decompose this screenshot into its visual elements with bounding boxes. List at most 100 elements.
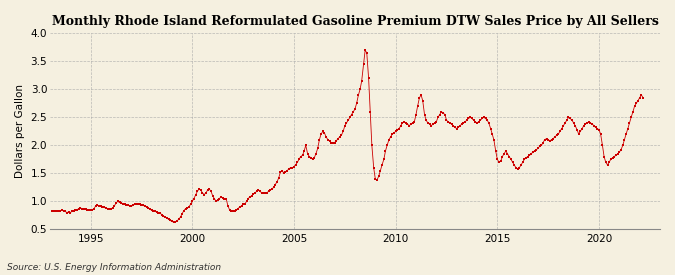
Point	[216, 195, 227, 199]
Point	[350, 107, 360, 111]
Point	[541, 136, 552, 141]
Point	[290, 163, 301, 167]
Point	[380, 149, 391, 153]
Point	[143, 206, 154, 210]
Point	[466, 116, 477, 121]
Point	[63, 210, 74, 214]
Point	[602, 163, 613, 167]
Point	[455, 123, 466, 128]
Point	[230, 209, 240, 213]
Point	[375, 168, 386, 173]
Point	[240, 202, 250, 206]
Point	[638, 95, 649, 100]
Point	[272, 180, 283, 184]
Point	[280, 170, 291, 174]
Point	[605, 157, 616, 161]
Point	[51, 209, 62, 214]
Point	[348, 109, 358, 114]
Title: Monthly Rhode Island Reformulated Gasoline Premium DTW Sales Price by All Seller: Monthly Rhode Island Reformulated Gasoli…	[51, 15, 658, 28]
Point	[244, 195, 255, 199]
Point	[634, 95, 645, 100]
Point	[583, 120, 594, 124]
Point	[275, 170, 286, 174]
Point	[585, 121, 596, 125]
Point	[439, 112, 450, 117]
Point	[616, 148, 626, 152]
Point	[70, 208, 81, 213]
Point	[211, 199, 221, 204]
Point	[446, 122, 457, 126]
Point	[524, 153, 535, 158]
Point	[377, 163, 387, 167]
Point	[196, 188, 207, 192]
Point	[452, 126, 462, 131]
Point	[53, 209, 64, 214]
Point	[157, 213, 167, 217]
Point	[295, 154, 306, 159]
Point	[614, 150, 625, 154]
Point	[270, 182, 281, 187]
Point	[198, 192, 209, 197]
Point	[246, 194, 257, 198]
Point	[397, 121, 408, 125]
Point	[250, 191, 261, 195]
Y-axis label: Dollars per Gallon: Dollars per Gallon	[15, 84, 25, 178]
Point	[327, 140, 338, 145]
Point	[364, 109, 375, 114]
Point	[421, 118, 431, 122]
Point	[522, 154, 533, 159]
Point	[273, 176, 284, 180]
Point	[260, 191, 271, 195]
Point	[178, 209, 189, 213]
Point	[636, 93, 647, 97]
Point	[204, 187, 215, 191]
Point	[300, 143, 311, 147]
Point	[314, 138, 325, 142]
Point	[341, 121, 352, 125]
Point	[316, 132, 327, 136]
Point	[517, 160, 528, 164]
Point	[544, 139, 555, 143]
Point	[84, 208, 95, 212]
Point	[354, 87, 365, 92]
Point	[326, 140, 337, 145]
Point	[78, 207, 89, 211]
Point	[458, 121, 468, 125]
Point	[140, 204, 151, 208]
Point	[254, 189, 265, 193]
Point	[112, 199, 123, 204]
Point	[324, 139, 335, 143]
Point	[534, 144, 545, 149]
Point	[370, 177, 381, 181]
Point	[424, 122, 435, 126]
Point	[278, 171, 289, 175]
Point	[453, 125, 464, 130]
Point	[632, 98, 643, 103]
Point	[124, 204, 135, 208]
Point	[126, 204, 137, 208]
Point	[563, 115, 574, 120]
Point	[456, 122, 467, 126]
Point	[358, 62, 369, 66]
Point	[493, 160, 504, 164]
Point	[58, 209, 69, 213]
Point	[371, 178, 382, 182]
Point	[334, 135, 345, 139]
Point	[224, 208, 235, 212]
Point	[587, 122, 597, 126]
Point	[555, 129, 566, 134]
Point	[333, 136, 344, 141]
Point	[597, 143, 608, 147]
Point	[268, 185, 279, 189]
Point	[344, 115, 355, 120]
Point	[361, 51, 372, 55]
Point	[141, 205, 152, 209]
Point	[560, 121, 570, 125]
Point	[566, 118, 577, 122]
Point	[423, 121, 433, 125]
Point	[406, 122, 416, 126]
Point	[480, 116, 491, 121]
Point	[171, 219, 182, 223]
Point	[482, 118, 493, 122]
Point	[618, 143, 628, 147]
